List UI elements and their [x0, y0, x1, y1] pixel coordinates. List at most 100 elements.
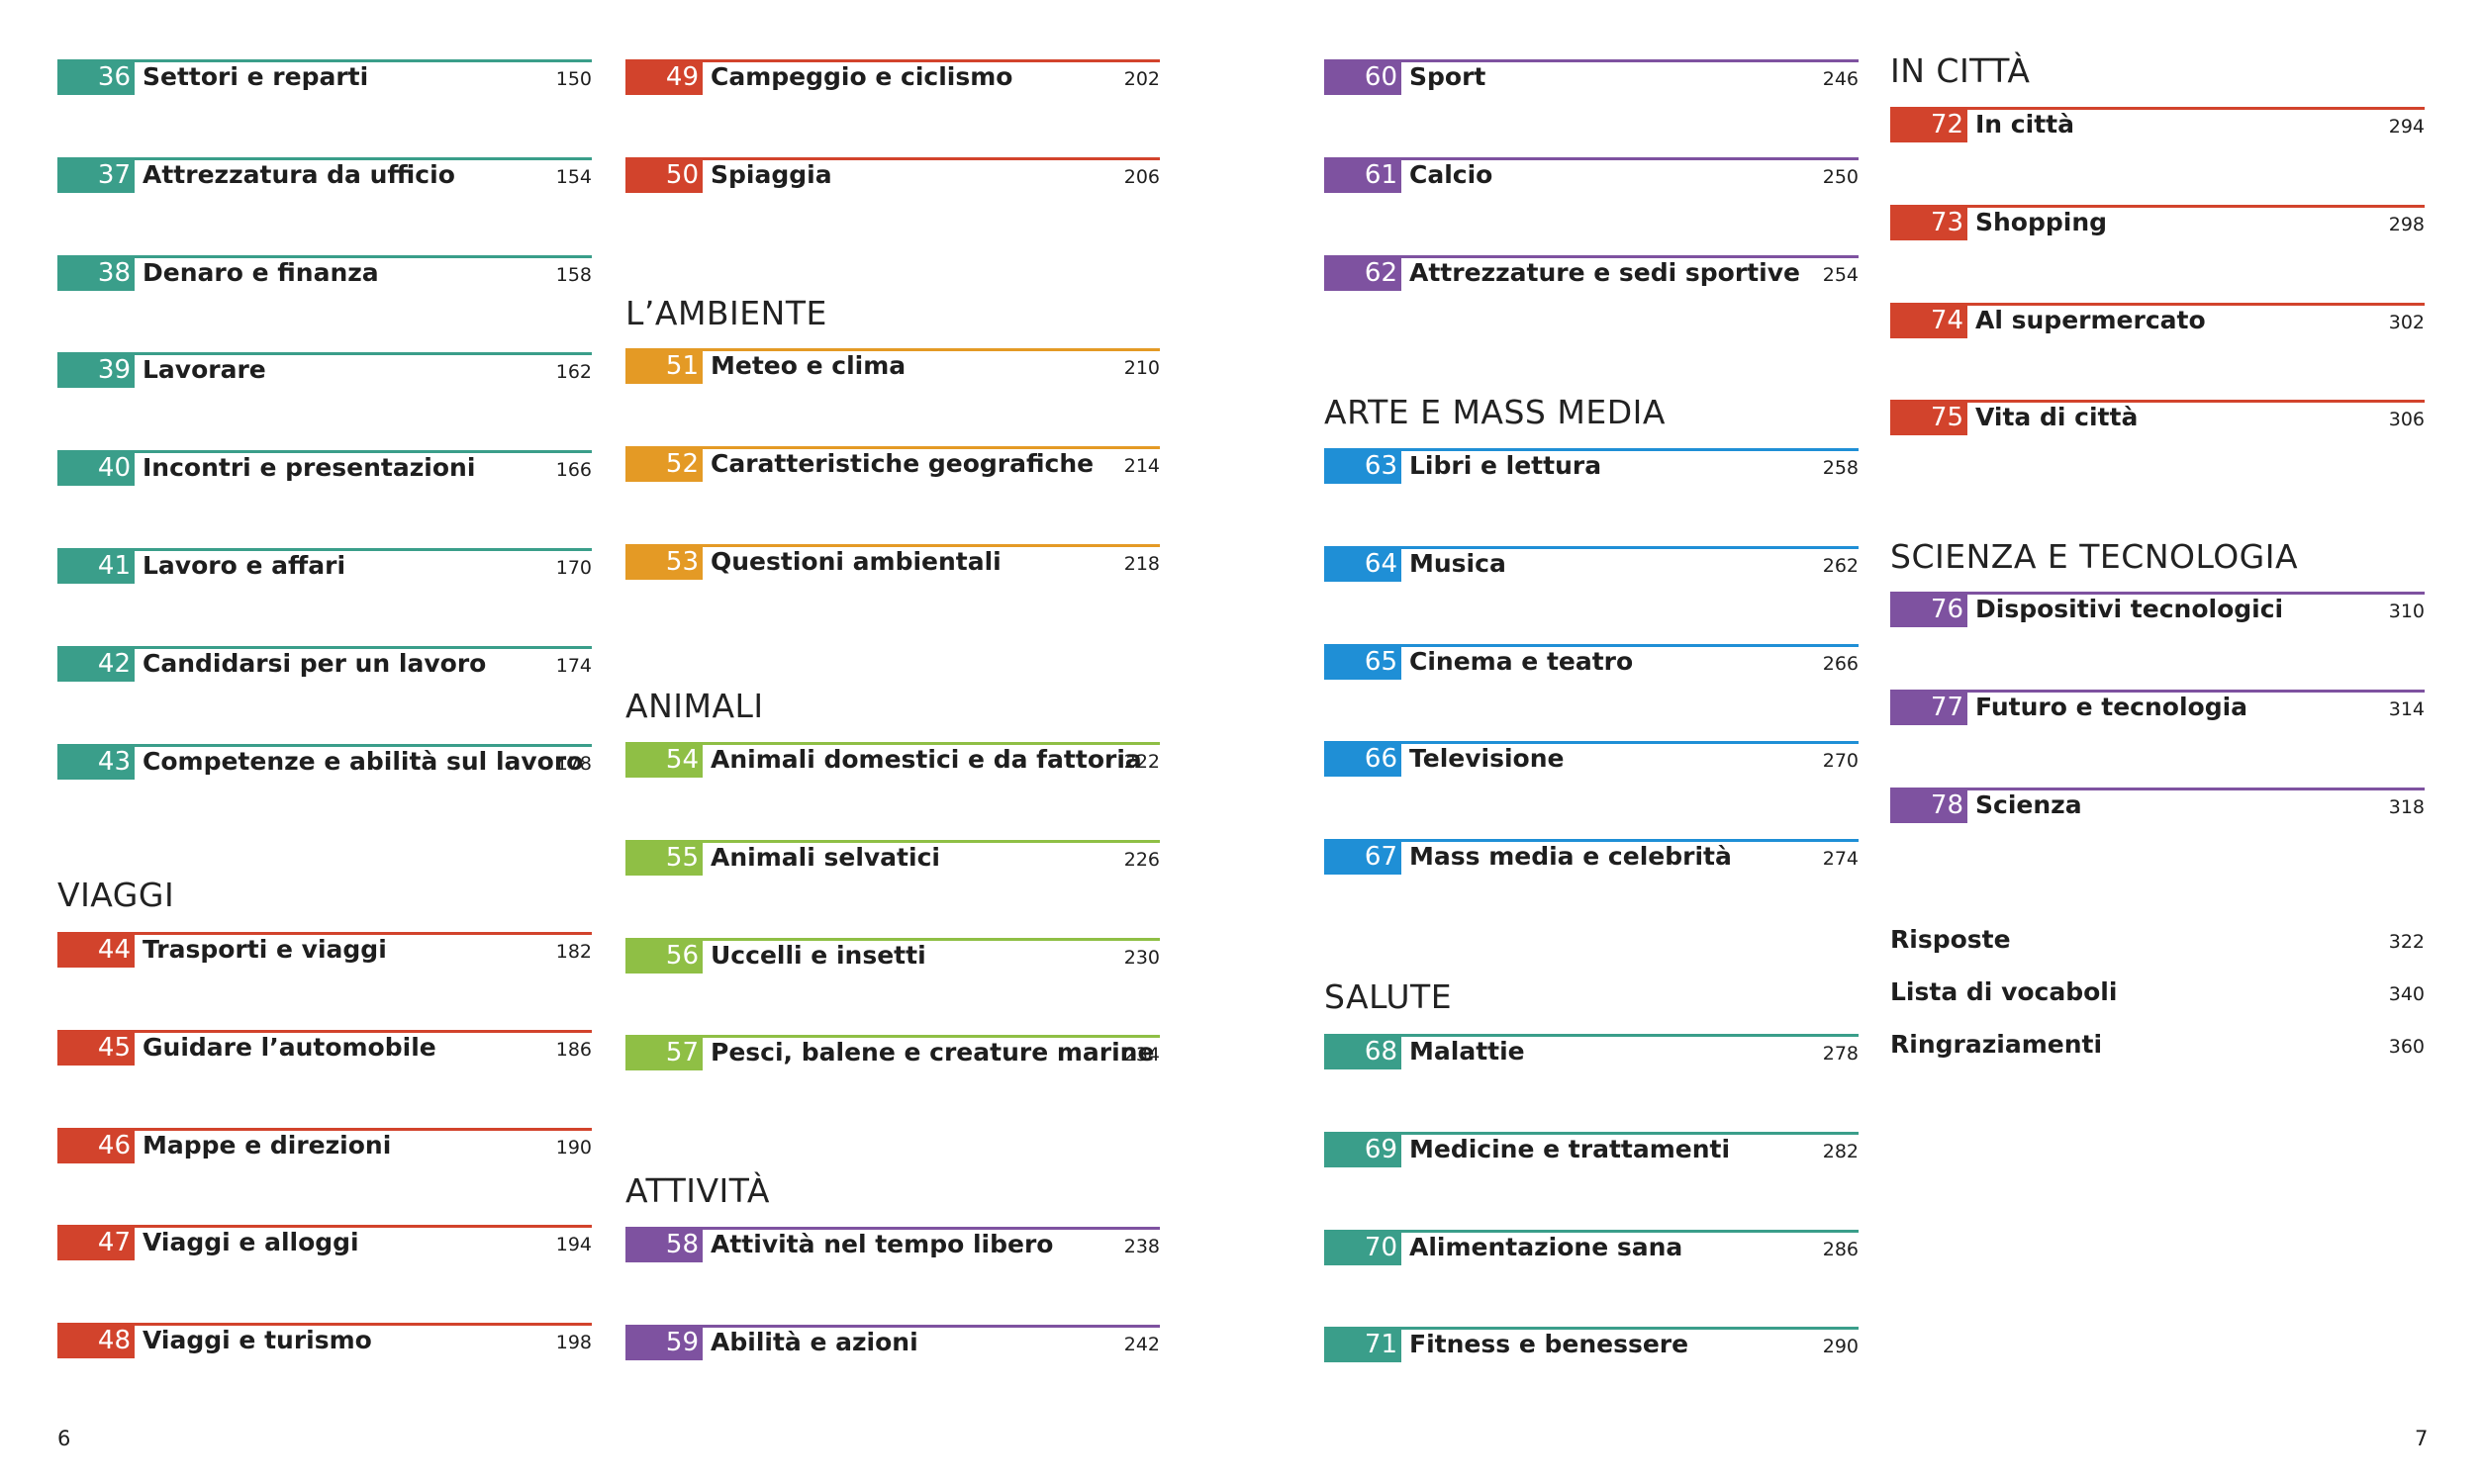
chapter-title: Incontri e presentazioni: [143, 453, 476, 482]
toc-entry[interactable]: 64 Musica 262: [1324, 546, 1859, 586]
chapter-title: Cinema e teatro: [1409, 647, 1634, 676]
toc-entry[interactable]: 62 Attrezzature e sedi sportive 254: [1324, 255, 1859, 295]
toc-entry[interactable]: 58 Attività nel tempo libero 238: [625, 1227, 1160, 1266]
chapter-number-badge: 42: [57, 646, 135, 682]
chapter-page-number: 214: [1123, 455, 1160, 477]
chapter-page-number: 258: [1822, 457, 1859, 479]
back-matter-title: Ringraziamenti: [1890, 1030, 2103, 1059]
toc-entry[interactable]: 38 Denaro e finanza 158: [57, 255, 592, 295]
entry-rule: [625, 157, 1160, 160]
toc-entry[interactable]: 61 Calcio 250: [1324, 157, 1859, 197]
toc-entry[interactable]: 49 Campeggio e ciclismo 202: [625, 59, 1160, 99]
entry-rule: [57, 450, 592, 453]
back-matter-entry[interactable]: Lista di vocaboli 340: [1890, 974, 2425, 1014]
chapter-title: Medicine e trattamenti: [1409, 1135, 1731, 1163]
chapter-title: Attrezzature e sedi sportive: [1409, 258, 1800, 287]
chapter-number-badge: 76: [1890, 592, 1967, 627]
toc-entry[interactable]: 57 Pesci, balene e creature marine 234: [625, 1035, 1160, 1074]
entry-rule: [625, 742, 1160, 745]
toc-entry[interactable]: 47 Viaggi e alloggi 194: [57, 1225, 592, 1264]
chapter-number-badge: 37: [57, 157, 135, 193]
toc-entry[interactable]: 56 Uccelli e insetti 230: [625, 938, 1160, 977]
toc-entry[interactable]: 60 Sport 246: [1324, 59, 1859, 99]
chapter-number-badge: 75: [1890, 400, 1967, 435]
toc-entry[interactable]: 44 Trasporti e viaggi 182: [57, 932, 592, 972]
entry-rule: [1324, 1230, 1859, 1233]
toc-entry[interactable]: 36 Settori e reparti 150: [57, 59, 592, 99]
chapter-number-badge: 43: [57, 744, 135, 780]
chapter-title: Dispositivi tecnologici: [1975, 595, 2284, 623]
chapter-page-number: 234: [1123, 1044, 1160, 1066]
chapter-title: Attività nel tempo libero: [711, 1230, 1054, 1258]
toc-entry[interactable]: 53 Questioni ambientali 218: [625, 544, 1160, 584]
toc-entry[interactable]: 78 Scienza 318: [1890, 788, 2425, 827]
toc-entry[interactable]: 52 Caratteristiche geografiche 214: [625, 446, 1160, 486]
chapter-page-number: 218: [1123, 553, 1160, 575]
chapter-number-badge: 54: [625, 742, 703, 778]
toc-entry[interactable]: 65 Cinema e teatro 266: [1324, 644, 1859, 684]
back-matter-entry[interactable]: Ringraziamenti 360: [1890, 1027, 2425, 1067]
section-heading: VIAGGI: [57, 876, 175, 914]
toc-entry[interactable]: 72 In città 294: [1890, 107, 2425, 146]
chapter-number-badge: 67: [1324, 839, 1401, 875]
entry-rule: [1324, 1034, 1859, 1037]
chapter-page-number: 166: [555, 459, 592, 481]
entry-rule: [57, 255, 592, 258]
toc-entry[interactable]: 51 Meteo e clima 210: [625, 348, 1160, 388]
chapter-title: Lavoro e affari: [143, 551, 346, 580]
chapter-number-badge: 65: [1324, 644, 1401, 680]
toc-entry[interactable]: 43 Competenze e abilità sul lavoro 178: [57, 744, 592, 784]
chapter-page-number: 170: [555, 557, 592, 579]
back-matter-title: Lista di vocaboli: [1890, 977, 2118, 1006]
toc-entry[interactable]: 76 Dispositivi tecnologici 310: [1890, 592, 2425, 631]
toc-entry[interactable]: 42 Candidarsi per un lavoro 174: [57, 646, 592, 686]
toc-entry[interactable]: 66 Televisione 270: [1324, 741, 1859, 781]
entry-rule: [1324, 1327, 1859, 1330]
toc-entry[interactable]: 41 Lavoro e affari 170: [57, 548, 592, 588]
chapter-number-badge: 61: [1324, 157, 1401, 193]
toc-entry[interactable]: 50 Spiaggia 206: [625, 157, 1160, 197]
toc-entry[interactable]: 55 Animali selvatici 226: [625, 840, 1160, 880]
toc-entry[interactable]: 39 Lavorare 162: [57, 352, 592, 392]
back-matter-entry[interactable]: Risposte 322: [1890, 922, 2425, 962]
chapter-title: Viaggi e alloggi: [143, 1228, 359, 1256]
toc-entry[interactable]: 59 Abilità e azioni 242: [625, 1325, 1160, 1364]
chapter-number-badge: 73: [1890, 205, 1967, 240]
chapter-number-badge: 46: [57, 1128, 135, 1163]
entry-rule: [57, 646, 592, 649]
toc-entry[interactable]: 46 Mappe e direzioni 190: [57, 1128, 592, 1167]
entry-rule: [1324, 448, 1859, 451]
chapter-page-number: 298: [2388, 214, 2425, 235]
toc-entry[interactable]: 37 Attrezzatura da ufficio 154: [57, 157, 592, 197]
chapter-title: Malattie: [1409, 1037, 1525, 1066]
chapter-title: Mass media e celebrità: [1409, 842, 1732, 871]
toc-entry[interactable]: 67 Mass media e celebrità 274: [1324, 839, 1859, 879]
toc-entry[interactable]: 54 Animali domestici e da fattoria 222: [625, 742, 1160, 782]
toc-entry[interactable]: 77 Futuro e tecnologia 314: [1890, 690, 2425, 729]
toc-entry[interactable]: 75 Vita di città 306: [1890, 400, 2425, 439]
toc-entry[interactable]: 73 Shopping 298: [1890, 205, 2425, 244]
toc-entry[interactable]: 69 Medicine e trattamenti 282: [1324, 1132, 1859, 1171]
chapter-title: Guidare l’automobile: [143, 1033, 436, 1062]
chapter-number-badge: 63: [1324, 448, 1401, 484]
back-matter-page-number: 360: [2388, 1036, 2425, 1058]
chapter-number-badge: 45: [57, 1030, 135, 1066]
chapter-page-number: 290: [1822, 1336, 1859, 1357]
toc-entry[interactable]: 74 Al supermercato 302: [1890, 303, 2425, 342]
chapter-page-number: 302: [2388, 312, 2425, 333]
chapter-number-badge: 38: [57, 255, 135, 291]
toc-entry[interactable]: 45 Guidare l’automobile 186: [57, 1030, 592, 1069]
chapter-page-number: 270: [1822, 750, 1859, 772]
chapter-title: Denaro e finanza: [143, 258, 379, 287]
entry-rule: [1324, 741, 1859, 744]
chapter-page-number: 182: [555, 941, 592, 963]
toc-entry[interactable]: 68 Malattie 278: [1324, 1034, 1859, 1073]
page-number-left: 6: [57, 1427, 71, 1450]
toc-entry[interactable]: 71 Fitness e benessere 290: [1324, 1327, 1859, 1366]
chapter-page-number: 162: [555, 361, 592, 383]
toc-entry[interactable]: 40 Incontri e presentazioni 166: [57, 450, 592, 490]
toc-entry[interactable]: 48 Viaggi e turismo 198: [57, 1323, 592, 1362]
toc-entry[interactable]: 63 Libri e lettura 258: [1324, 448, 1859, 488]
chapter-title: Shopping: [1975, 208, 2108, 236]
toc-entry[interactable]: 70 Alimentazione sana 286: [1324, 1230, 1859, 1269]
